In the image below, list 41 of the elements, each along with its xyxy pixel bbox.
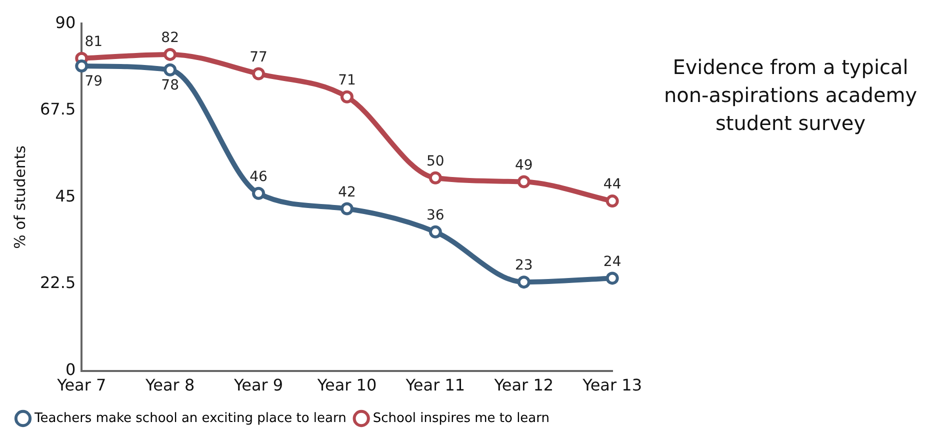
data-label: 81 — [84, 34, 103, 50]
data-label: 82 — [161, 30, 179, 46]
text: Evidence from a typical non-aspirations academy student survey — [662, 54, 918, 137]
data-label: 42 — [338, 184, 356, 200]
x-tick-label: Year 8 — [144, 376, 195, 395]
x-tick-label: Year 10 — [316, 376, 377, 395]
x-tick-label: Year 11 — [404, 376, 466, 395]
point — [340, 202, 354, 216]
legend-label: School inspires me to learn — [372, 410, 550, 426]
point — [428, 171, 442, 184]
point — [340, 90, 354, 104]
point — [252, 67, 266, 80]
data-label: 23 — [514, 258, 533, 274]
x-tick-label: Year 13 — [582, 376, 642, 395]
y-axis-title: % of students — [10, 145, 29, 249]
data-label: 44 — [603, 176, 622, 193]
data-label: 24 — [603, 254, 622, 270]
data-label: 71 — [338, 72, 356, 89]
data-label: 50 — [426, 154, 444, 170]
data-label: 77 — [250, 49, 268, 66]
legend-label: Teachers make school an exciting place to learn — [34, 410, 346, 426]
data-label: 79 — [84, 74, 103, 90]
point — [164, 48, 177, 61]
point — [428, 225, 442, 238]
point — [517, 276, 530, 289]
point — [164, 63, 177, 76]
data-label: 36 — [426, 208, 444, 224]
data-label: 46 — [250, 168, 268, 185]
point — [252, 186, 266, 200]
x-tick-label: Year 12 — [493, 376, 554, 395]
y-tick-label: 90 — [55, 12, 76, 32]
point — [606, 272, 619, 285]
y-tick-label: 67.5 — [40, 100, 76, 119]
point — [517, 175, 530, 188]
data-label: 49 — [514, 157, 533, 174]
y-tick-label: 45 — [55, 186, 76, 206]
x-tick-label: Year 9 — [232, 376, 284, 395]
point — [606, 194, 619, 208]
point — [75, 60, 88, 73]
data-label: 78 — [161, 78, 179, 94]
y-tick-label: 22.5 — [40, 273, 76, 292]
